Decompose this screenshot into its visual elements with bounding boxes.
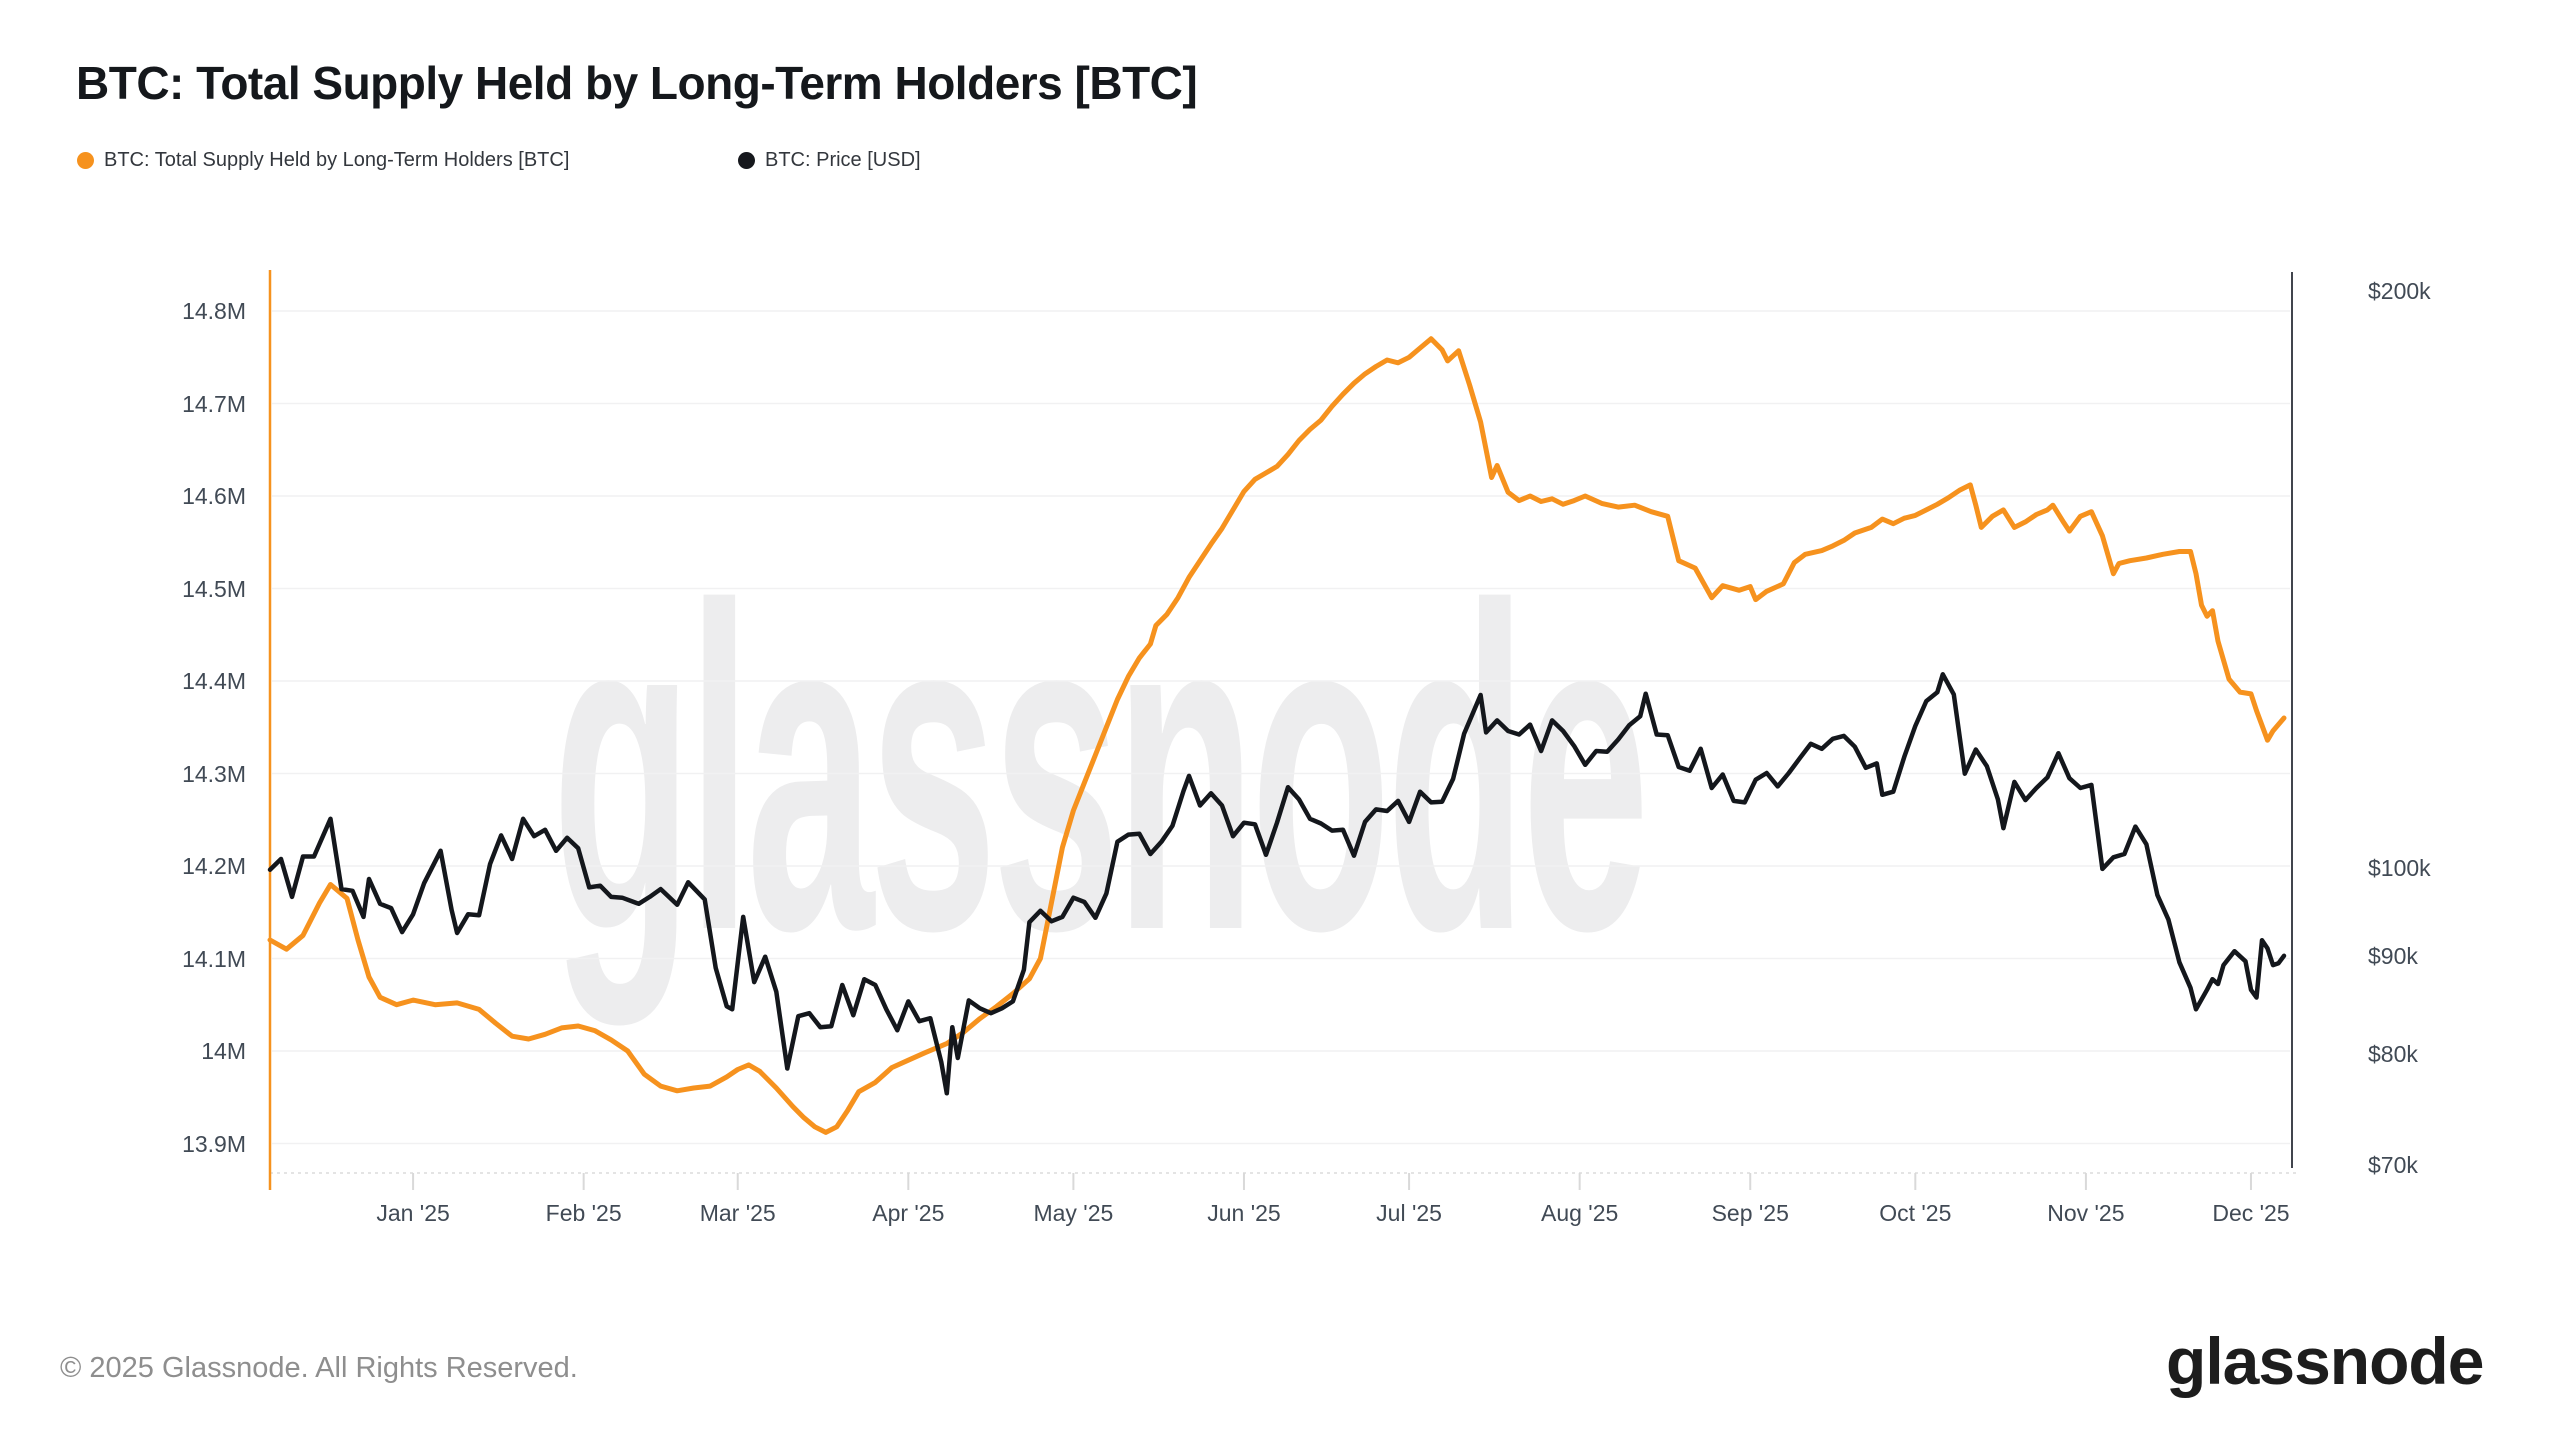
y-left-tick-label: 14.5M	[182, 575, 246, 602]
glassnode-logo: glassnode	[2166, 1324, 2484, 1398]
x-month-tick-label: Jul '25	[1376, 1200, 1442, 1226]
x-month-tick-label: Oct '25	[1879, 1200, 1952, 1226]
y-left-tick-label: 14.3M	[182, 760, 246, 787]
footer-copyright: © 2025 Glassnode. All Rights Reserved.	[60, 1352, 578, 1384]
legend-dot-price-icon	[738, 152, 755, 169]
y-left-tick-label: 14M	[201, 1038, 246, 1064]
legend-label-supply: BTC: Total Supply Held by Long-Term Hold…	[104, 149, 570, 171]
glassnode-watermark: glassnode	[552, 513, 1650, 1026]
gridlines	[272, 310, 2290, 1145]
y-right-tick-label: $90k	[2368, 942, 2418, 969]
x-month-tick-label: May '25	[1033, 1200, 1114, 1226]
x-month-tick-label: Sep '25	[1711, 1200, 1789, 1226]
y-left-tick-label: 14.7M	[182, 390, 246, 417]
y-left-tick-label: 14.2M	[182, 853, 246, 879]
legend-label-price: BTC: Price [USD]	[765, 149, 921, 171]
y-left-tick-label: 13.9M	[182, 1130, 246, 1157]
y-right-tick-label: $70k	[2368, 1152, 2418, 1178]
x-month-tick-label: Feb '25	[545, 1200, 622, 1226]
x-month-tick-label: Dec '25	[2212, 1200, 2290, 1226]
y-right-tick-label: $200k	[2368, 278, 2431, 304]
legend-dot-supply-icon	[77, 152, 94, 169]
x-month-tick-label: Jan '25	[376, 1200, 450, 1226]
y-left-tick-label: 14.4M	[182, 668, 246, 694]
legend-item-lth-supply[interactable]: BTC: Total Supply Held by Long-Term Hold…	[77, 149, 569, 172]
axis-lines	[268, 270, 2300, 1190]
y-left-tick-label: 14.8M	[182, 298, 246, 324]
y-right-tick-label: $100k	[2368, 855, 2431, 882]
legend-item-price[interactable]: BTC: Price [USD]	[738, 149, 921, 172]
x-month-tick-label: Apr '25	[872, 1200, 945, 1226]
y-left-tick-label: 14.1M	[182, 945, 246, 972]
x-month-tick-label: Jun '25	[1207, 1200, 1281, 1226]
x-month-tick-label: Mar '25	[699, 1200, 776, 1226]
series-lines	[267, 336, 2287, 1135]
x-month-tick-label: Nov '25	[2047, 1200, 2125, 1226]
y-right-tick-label: $80k	[2368, 1040, 2418, 1067]
y-left-tick-label: 14.6M	[182, 483, 246, 509]
page-title: BTC: Total Supply Held by Long-Term Hold…	[76, 57, 1198, 109]
x-month-tick-label: Aug '25	[1540, 1200, 1619, 1226]
